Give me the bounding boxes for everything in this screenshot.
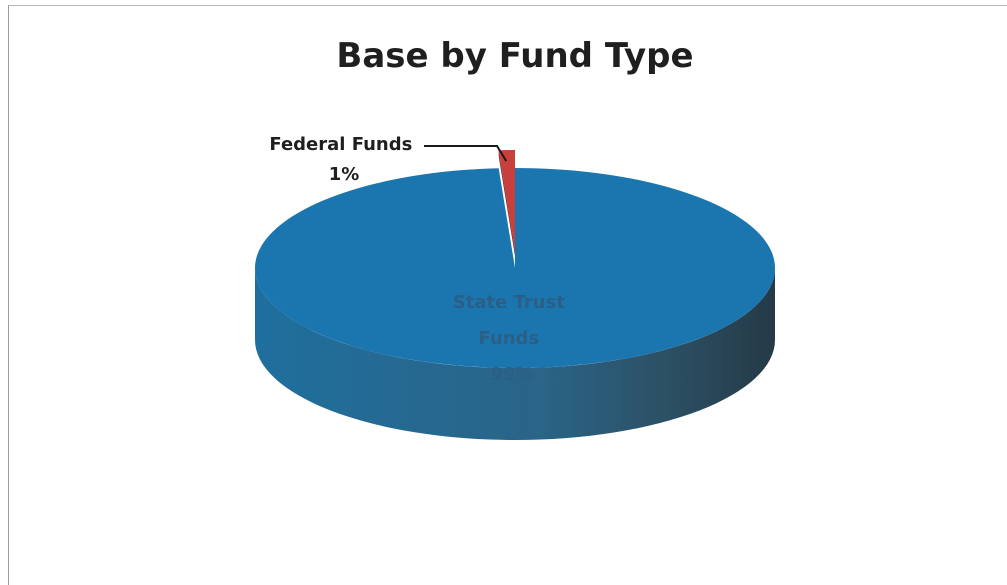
pie-chart: Federal Funds 1% State Trust Funds 99% — [254, 134, 775, 440]
federal-funds-leader-line — [424, 145, 508, 162]
pie-slice-state-trust-funds — [254, 168, 775, 369]
state-trust-funds-label-line-3: 99% — [490, 364, 533, 385]
federal-funds-label: Federal Funds 1% — [269, 134, 418, 185]
pie-slice-federal-funds — [498, 150, 515, 250]
pie-side-wall — [255, 268, 775, 440]
state-trust-funds-label-line-1: State Trust — [453, 292, 566, 313]
chart-title: Base by Fund Type — [336, 36, 694, 76]
federal-funds-label-line-1: Federal Funds — [269, 134, 412, 155]
federal-funds-label-line-2: 1% — [329, 164, 360, 185]
pie-slice-federal-funds-side — [498, 150, 515, 256]
state-trust-funds-label: State Trust Funds 99% — [453, 292, 571, 385]
state-trust-funds-label-line-2: Funds — [479, 328, 540, 349]
